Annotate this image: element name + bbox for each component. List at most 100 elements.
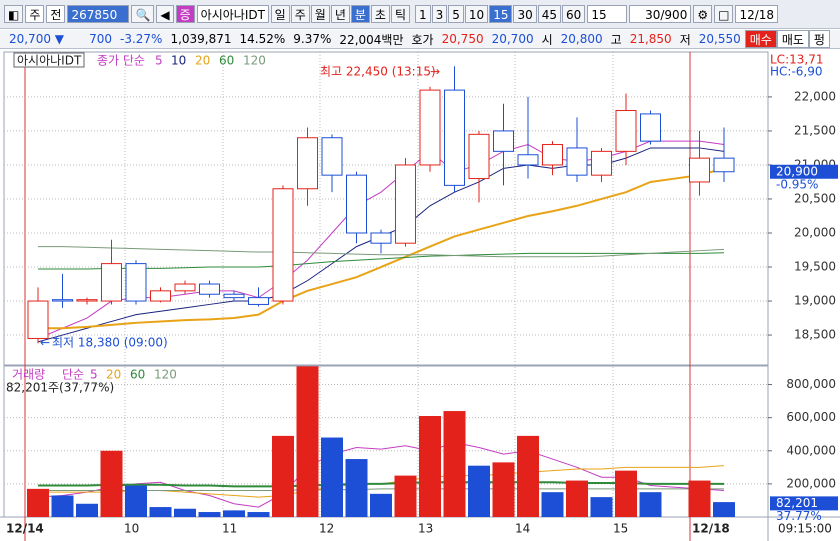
price-marker [770, 164, 838, 179]
date-input[interactable]: 12/18 [735, 5, 779, 23]
turnover: 14.52% [239, 32, 286, 46]
rate: -3.27% [120, 32, 163, 46]
volume-bar [468, 465, 490, 517]
ratio: 9.37% [293, 32, 332, 46]
x-tick-label: 10 [124, 522, 139, 536]
volume-bar [223, 510, 245, 517]
candle-body [125, 263, 147, 302]
minute-button[interactable]: 45 [537, 5, 562, 23]
lc-label: LC:13,71 [770, 53, 823, 67]
candle-body [542, 144, 563, 166]
period-button[interactable]: 년 [330, 5, 350, 23]
y-tick-label: 20,500 [794, 191, 836, 205]
sell-button[interactable]: 매도 [776, 30, 809, 48]
minute-button[interactable]: 60 [562, 5, 586, 23]
volume-bar [370, 493, 392, 517]
moving-average [38, 481, 724, 488]
y-tick-label: 21,500 [794, 123, 836, 137]
candle-body [395, 164, 416, 244]
period-button[interactable]: 월 [310, 5, 330, 23]
market-select[interactable]: 주 [25, 5, 45, 23]
volume-bar [419, 416, 441, 517]
candle-body [346, 174, 367, 234]
high: 21,850 [629, 32, 672, 46]
open: 20,800 [560, 32, 603, 46]
candle-body [566, 147, 588, 176]
time-label: 09:15:00 [778, 522, 832, 536]
minute-button[interactable]: 5 [448, 5, 464, 23]
period-button[interactable]: 주 [290, 5, 310, 23]
y-tick-label: 600,000 [786, 410, 836, 424]
volume-bar [590, 497, 613, 517]
candle-body [517, 154, 539, 166]
search-button[interactable]: 🔍 [131, 5, 155, 23]
checkbox[interactable]: □ [714, 5, 734, 23]
y-tick-label: 400,000 [786, 443, 836, 457]
sound-button[interactable]: ◀ [156, 5, 174, 23]
candle-body [713, 157, 735, 173]
minute-select[interactable]: 15 [587, 5, 628, 23]
legend-entry: 20 [106, 368, 121, 382]
legend-entry: 120 [243, 54, 266, 68]
candle-body [272, 188, 294, 302]
count-input[interactable]: 30/900 [629, 5, 692, 23]
candle-body [444, 89, 465, 186]
period-button[interactable]: 초 [370, 5, 390, 23]
market-badge: 증 [175, 5, 195, 23]
price-panel [3, 51, 769, 366]
stock-name: 아시아나IDT [196, 5, 269, 23]
volume-bar [541, 492, 564, 517]
legend-entry: 120 [154, 368, 177, 382]
candle-body [321, 137, 343, 176]
candle-body [52, 299, 73, 302]
candle-body [419, 89, 441, 166]
minute-button[interactable]: 3 [431, 5, 448, 23]
moving-average [38, 246, 725, 258]
candle-body [199, 283, 220, 295]
volume-bar [321, 437, 343, 517]
high-arrow: → [430, 65, 440, 79]
y-tick-label: 19,500 [794, 260, 836, 274]
candle-body [248, 297, 269, 305]
tool-button[interactable]: ⚙ [693, 5, 713, 23]
volume-marker [770, 496, 838, 511]
minute-button[interactable]: 10 [464, 5, 489, 23]
volume-marker-change: 37.77% [776, 509, 822, 523]
volume-bar [198, 512, 221, 517]
price: 20,700 ▼ [8, 32, 64, 46]
volume-bar [296, 366, 319, 517]
volume-bar [174, 508, 196, 517]
legend-entry: 60 [130, 368, 145, 382]
range-select[interactable]: 전 [46, 5, 66, 23]
info-bar: 20,700 ▼ 700 -3.27% 1,039,871 14.52% 9.3… [0, 30, 840, 49]
period-button[interactable]: 틱 [390, 5, 410, 23]
period-button[interactable]: 분 [350, 5, 370, 23]
minute-button[interactable]: 1 [415, 5, 431, 23]
minute-button[interactable]: 15 [489, 5, 513, 23]
flat-button[interactable]: 펑 [808, 30, 830, 48]
volume-bar [247, 512, 270, 517]
moving-average [38, 252, 725, 270]
period-button[interactable]: 일 [270, 5, 290, 23]
candle-body [468, 133, 490, 180]
x-tick-label: 14 [515, 522, 530, 536]
code-input[interactable]: 267850 [67, 5, 130, 23]
minute-button[interactable]: 30 [513, 5, 537, 23]
high-label: 고 [610, 32, 622, 47]
menu-icon[interactable]: ◧ [4, 5, 24, 23]
low-annotation: 최저 18,380 (09:00) [52, 336, 168, 350]
candle-body [370, 232, 392, 244]
buy-button[interactable]: 매수 [744, 30, 777, 48]
volume-bar [100, 450, 123, 517]
legend-entry: 20 [195, 54, 210, 68]
volume-bar [345, 459, 368, 517]
change: 700 [89, 32, 112, 46]
volume-marker-label: 82,201 [776, 496, 818, 510]
candle-body [689, 157, 710, 183]
x-tick-label: 12 [319, 522, 334, 536]
x-tick-label: 13 [418, 522, 433, 536]
x-tick-label: 15 [613, 522, 628, 536]
